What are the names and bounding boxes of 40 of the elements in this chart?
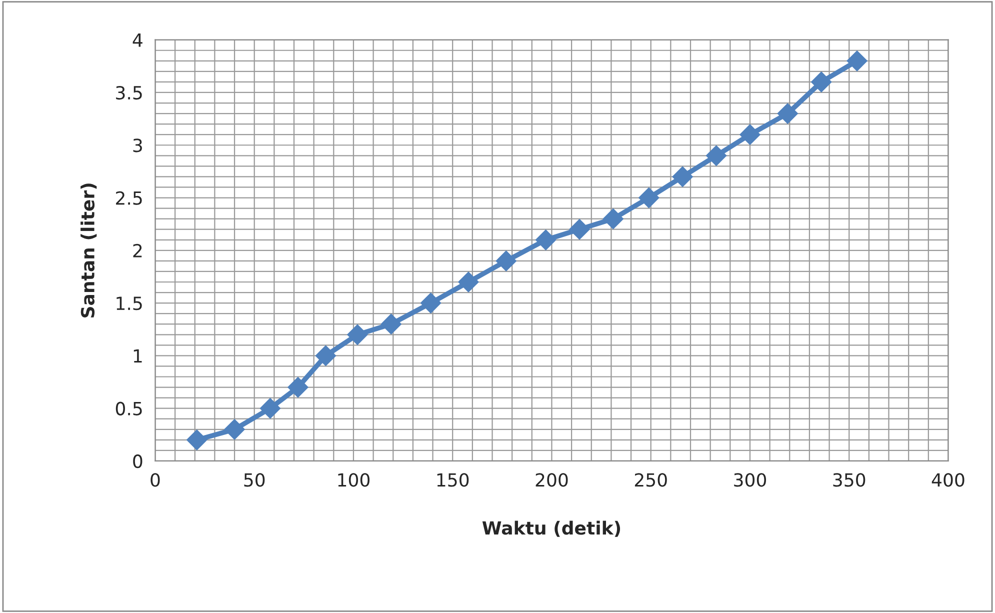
y-axis-title: Santan (liter) xyxy=(80,184,97,318)
point xyxy=(569,219,590,240)
point xyxy=(458,272,479,292)
point xyxy=(811,72,832,92)
point xyxy=(672,166,693,188)
point xyxy=(740,124,760,145)
point xyxy=(315,345,336,366)
x-tick-label: 0 xyxy=(150,473,160,487)
x-axis-title: Waktu (detik) xyxy=(482,520,620,537)
y-tick-label: 2.5 xyxy=(116,191,142,205)
point xyxy=(288,376,308,398)
y-tick-label: 1 xyxy=(134,349,142,363)
x-tick-label: 200 xyxy=(536,473,568,487)
y-tick-label: 3.5 xyxy=(116,86,142,100)
point xyxy=(602,208,624,230)
point xyxy=(535,230,556,250)
x-tick-label: 400 xyxy=(932,473,964,487)
point xyxy=(496,250,516,272)
x-tick-label: 350 xyxy=(833,473,866,487)
x-tick-label: 50 xyxy=(244,473,265,487)
point xyxy=(260,398,281,419)
point xyxy=(846,50,868,72)
point xyxy=(224,419,245,440)
y-tick-label: 2 xyxy=(133,244,142,258)
point xyxy=(380,314,402,334)
point xyxy=(706,145,727,166)
y-tick-label: 0.5 xyxy=(116,402,142,416)
y-tick-label: 1.5 xyxy=(116,296,142,310)
y-tick-label: 0 xyxy=(133,454,142,468)
x-tick-label: 150 xyxy=(437,473,469,487)
x-tick-label: 250 xyxy=(634,473,667,487)
point xyxy=(638,187,660,208)
x-tick-label: 100 xyxy=(338,473,370,487)
point xyxy=(347,324,368,345)
y-tick-label: 3 xyxy=(133,138,142,152)
point xyxy=(186,430,208,450)
x-tick-label: 300 xyxy=(734,473,766,487)
y-tick-label: 4 xyxy=(132,34,142,47)
point xyxy=(420,292,442,314)
point xyxy=(777,103,798,124)
